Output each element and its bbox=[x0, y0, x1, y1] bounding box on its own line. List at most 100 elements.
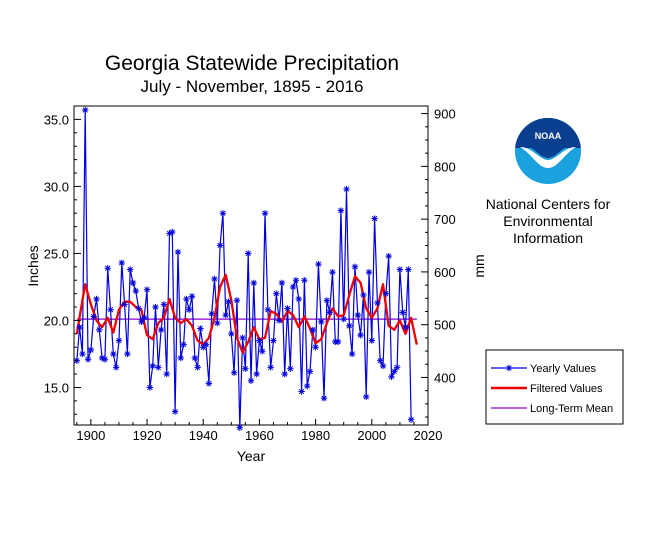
yearly-point bbox=[281, 370, 288, 378]
yearly-point bbox=[236, 424, 243, 431]
yearly-point bbox=[93, 295, 100, 303]
legend-label-yearly: Yearly Values bbox=[530, 363, 597, 375]
yearly-point bbox=[146, 384, 154, 391]
yearly-point bbox=[132, 287, 140, 295]
yearly-point bbox=[188, 293, 196, 300]
yearly-point bbox=[214, 319, 221, 327]
yearly-point bbox=[405, 266, 412, 273]
yearly-point bbox=[391, 368, 398, 375]
yearly-point bbox=[157, 326, 165, 334]
yearly-point bbox=[312, 344, 319, 351]
yearly-point bbox=[121, 301, 128, 308]
yearly-point bbox=[84, 356, 92, 363]
yearly-point bbox=[337, 207, 345, 214]
yearly-point bbox=[180, 341, 187, 348]
yearly-point bbox=[79, 350, 86, 358]
yearly-point bbox=[318, 318, 325, 325]
y-axis-right: 400 500 600 700 800 900 bbox=[421, 107, 456, 418]
yearly-point bbox=[278, 279, 286, 287]
yearly-point bbox=[388, 373, 395, 380]
yearly-point bbox=[126, 266, 134, 273]
plot-frame bbox=[73, 105, 429, 426]
yearly-point bbox=[287, 365, 294, 372]
yearly-point bbox=[357, 331, 364, 339]
yearly-point bbox=[396, 266, 404, 273]
yearly-point bbox=[326, 309, 333, 316]
yearly-point bbox=[143, 286, 151, 293]
logo-caption-line-1: National Centers for bbox=[486, 196, 611, 212]
yearly-point bbox=[104, 264, 111, 272]
x-tick-label: 2020 bbox=[414, 428, 443, 443]
legend-item-yearly: Yearly Values bbox=[491, 363, 597, 375]
yearly-point bbox=[360, 291, 367, 299]
legend-label-filtered: Filtered Values bbox=[530, 383, 603, 395]
legend-star-glyph bbox=[505, 364, 513, 372]
yearly-point bbox=[129, 279, 137, 287]
yearly-point bbox=[205, 380, 213, 387]
x-tick-label: 1920 bbox=[133, 428, 162, 443]
yearly-point bbox=[200, 344, 207, 351]
yearly-point bbox=[301, 277, 308, 284]
x-tick-label: 2000 bbox=[357, 428, 386, 443]
yearly-point bbox=[82, 106, 89, 114]
series-filtered-line bbox=[75, 273, 418, 354]
yearly-point bbox=[169, 228, 176, 236]
yearly-point bbox=[379, 362, 387, 370]
yearly-point bbox=[393, 364, 401, 371]
yearly-point bbox=[194, 364, 201, 371]
legend-item-filtered: Filtered Values bbox=[491, 383, 603, 395]
yearly-point bbox=[152, 303, 159, 311]
logo-caption-line-3: Information bbox=[513, 230, 583, 246]
chart-title: Georgia Statewide Precipitation bbox=[105, 52, 399, 75]
yearly-point bbox=[233, 297, 241, 304]
yearly-point bbox=[160, 301, 168, 308]
yearly-point bbox=[174, 248, 182, 256]
yearly-point bbox=[270, 337, 277, 344]
yearly-point bbox=[402, 323, 409, 331]
yearly-point bbox=[289, 283, 297, 291]
yearly-point bbox=[298, 388, 305, 395]
y-tick-label: 20.0 bbox=[44, 313, 69, 328]
yearly-point bbox=[247, 377, 255, 384]
yearly-point bbox=[284, 305, 291, 312]
yearly-point bbox=[118, 259, 125, 267]
yearly-point bbox=[225, 298, 232, 305]
yearly-point bbox=[115, 337, 123, 344]
y2-tick-label: 900 bbox=[434, 107, 456, 122]
yearly-point bbox=[371, 215, 378, 222]
legend-item-mean: Long-Term Mean bbox=[491, 403, 613, 415]
y2-tick-label: 600 bbox=[434, 265, 456, 280]
yearly-point bbox=[239, 334, 246, 342]
yearly-point bbox=[295, 295, 302, 303]
y-tick-label: 15.0 bbox=[44, 380, 69, 395]
x-tick-label: 1900 bbox=[76, 428, 105, 443]
yearly-point bbox=[211, 275, 218, 283]
y-tick-label: 35.0 bbox=[44, 112, 69, 127]
yearly-point bbox=[256, 337, 263, 344]
yearly-point bbox=[222, 311, 229, 319]
yearly-point bbox=[110, 350, 117, 358]
yearly-point bbox=[107, 306, 114, 313]
yearly-point bbox=[163, 370, 170, 378]
y-tick-label: 25.0 bbox=[44, 246, 69, 261]
yearly-point bbox=[191, 354, 199, 362]
yearly-point bbox=[216, 242, 224, 249]
yearly-point bbox=[230, 369, 238, 376]
yearly-point bbox=[76, 323, 83, 331]
y2-tick-label: 700 bbox=[434, 212, 456, 227]
noaa-logo: NOAA bbox=[515, 118, 581, 184]
yearly-point bbox=[292, 277, 300, 284]
yearly-point bbox=[346, 322, 353, 330]
yearly-point bbox=[351, 263, 359, 271]
noaa-logo-text: NOAA bbox=[535, 131, 562, 141]
yearly-point bbox=[149, 362, 156, 370]
yearly-point bbox=[202, 341, 210, 348]
y2-tick-label: 800 bbox=[434, 159, 456, 174]
yearly-point bbox=[155, 364, 162, 371]
yearly-point bbox=[377, 357, 384, 364]
yearly-point bbox=[407, 416, 415, 423]
yearly-point bbox=[385, 252, 392, 260]
yearly-point bbox=[323, 297, 331, 304]
yearly-point bbox=[183, 295, 190, 303]
yearly-point bbox=[96, 326, 103, 334]
